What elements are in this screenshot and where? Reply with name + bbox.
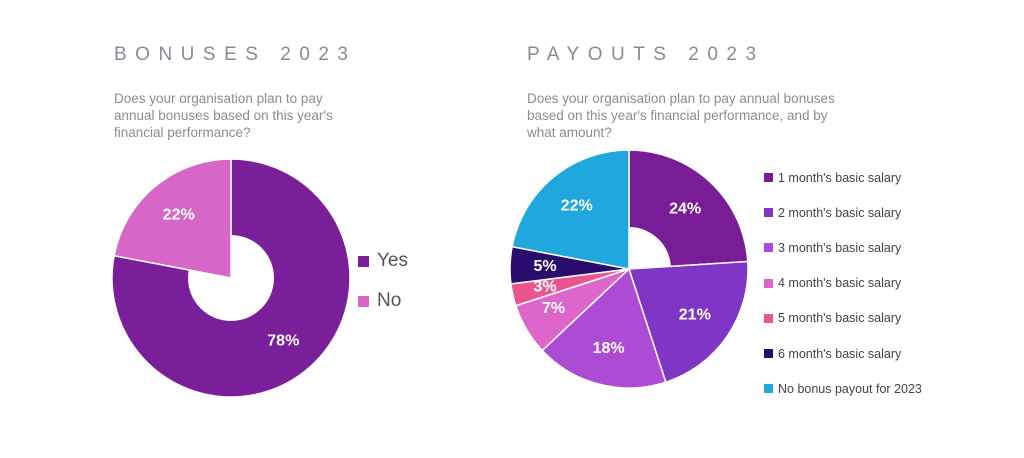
- bonuses-legend-swatch-0: [358, 255, 369, 267]
- payouts-title: PAYOUTS 2023: [527, 44, 765, 65]
- payouts-slice-1: [627, 260, 749, 384]
- bonuses-slice-label-1: 22%: [163, 206, 195, 223]
- bonuses-legend-swatch-1: [358, 295, 369, 307]
- payouts-legend-label-4: 5 month's basic salary: [778, 311, 902, 326]
- payouts-legend-swatch-5: [764, 349, 773, 359]
- payouts-legend-label-0: 1 month's basic salary: [778, 170, 902, 185]
- bonuses-slice-label-0: 78%: [267, 333, 299, 350]
- payouts-slice-label-2: 18%: [593, 340, 625, 357]
- payouts-legend-item-2: 3 month's basic salary: [764, 230, 922, 265]
- payouts-legend-swatch-4: [764, 313, 773, 323]
- payouts-slice-label-4: 3%: [533, 278, 556, 295]
- payouts-legend-label-5: 6 month's basic salary: [778, 346, 902, 361]
- payouts-legend-item-0: 1 month's basic salary: [764, 160, 922, 195]
- payouts-slice-label-1: 21%: [679, 307, 711, 324]
- bonuses-legend-item-0: Yes: [358, 241, 408, 281]
- payouts-legend-label-3: 4 month's basic salary: [778, 276, 902, 291]
- payouts-legend-swatch-1: [764, 208, 773, 218]
- payouts-legend-item-6: No bonus payout for 2023: [764, 371, 922, 406]
- bonuses-legend-label-0: Yes: [377, 250, 408, 271]
- bonuses-legend: Yes No: [358, 241, 408, 321]
- payouts-legend-item-1: 2 month's basic salary: [764, 195, 922, 230]
- payouts-legend-swatch-2: [764, 243, 773, 253]
- payouts-legend-swatch-3: [764, 278, 773, 288]
- bonuses-slice-1: [113, 158, 232, 279]
- payouts-legend-label-2: 3 month's basic salary: [778, 240, 902, 255]
- payouts-slice-6: [511, 149, 630, 270]
- bonuses-question: Does your organisation plan to pay annua…: [114, 91, 333, 140]
- payouts-legend-item-3: 4 month's basic salary: [764, 266, 922, 301]
- payouts-question: Does your organisation plan to pay annua…: [527, 91, 835, 140]
- bonuses-legend-item-1: No: [358, 281, 408, 321]
- payouts-slice-label-3: 7%: [542, 300, 565, 317]
- payouts-slice-0: [628, 149, 749, 270]
- payouts-legend-swatch-6: [764, 384, 773, 394]
- payouts-slice-2: [541, 267, 667, 389]
- payouts-legend-item-5: 6 month's basic salary: [764, 336, 922, 371]
- payouts-slice-label-5: 5%: [533, 258, 556, 275]
- payouts-legend-label-6: No bonus payout for 2023: [778, 381, 922, 396]
- payouts-legend-swatch-0: [764, 173, 773, 183]
- bonuses-legend-label-1: No: [377, 290, 402, 311]
- bonuses-title: BONUSES 2023: [114, 44, 357, 65]
- payouts-legend: 1 month's basic salary 2 month's basic sa…: [764, 160, 922, 406]
- payouts-legend-item-4: 5 month's basic salary: [764, 301, 922, 336]
- payouts-slice-label-6: 22%: [561, 197, 593, 214]
- payouts-slice-label-0: 24%: [669, 201, 701, 218]
- payouts-legend-label-1: 2 month's basic salary: [778, 205, 902, 220]
